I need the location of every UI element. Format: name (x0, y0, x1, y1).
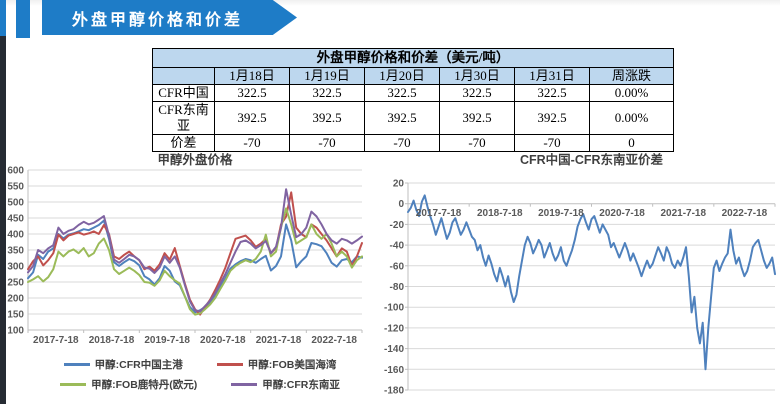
legend-item: 甲醇:CFR中国主港 (63, 357, 183, 372)
y-tick-label: -180 (384, 386, 404, 397)
table-header-row: 1月18日 1月19日 1月20日 1月30日 1月31日 周涨跌 (152, 67, 674, 85)
top-fade-divider (0, 0, 780, 6)
row-label: 价差 (152, 134, 215, 152)
x-tick-label: 2022-7-18 (722, 208, 768, 219)
y-tick-label: 350 (7, 246, 24, 257)
x-tick-label: 2019-7-18 (144, 335, 190, 346)
y-tick-label: -160 (384, 365, 404, 376)
legend-label: 甲醇:FOB鹿特丹(欧元) (91, 379, 198, 391)
row-label: CFR东南亚 (152, 101, 215, 135)
methanol-foreign-price-chart: 600 550 500 450 400 350 300 250 200 150 100 2017-7-… (7, 152, 363, 346)
x-tick-label: 2018-7-18 (477, 208, 523, 219)
cell-value: -70 (439, 134, 515, 152)
chart-title: CFR中国-CFR东南亚价差 (520, 152, 663, 167)
cell-value: -70 (364, 134, 440, 152)
y-tick-label: 150 (7, 310, 24, 321)
header-cell-date: 1月31日 (514, 67, 590, 85)
y-tick-label: 600 (7, 166, 24, 177)
legend-label: 甲醇:FOB美国海湾 (247, 359, 337, 371)
table-row: 价差 -70 -70 -70 -70 -70 0 (152, 134, 674, 152)
header-cell-date: 1月30日 (439, 67, 515, 85)
header-accent-square (16, 0, 30, 38)
legend-item: 甲醇:FOB美国海湾 (216, 357, 337, 372)
cell-weekly-change: 0.00% (589, 84, 674, 102)
cell-value: 322.5 (364, 84, 440, 102)
x-tick-label: 2017-7-18 (33, 335, 79, 346)
edge-strip-blue-cap (0, 0, 6, 36)
x-tick-label: 2018-7-18 (89, 335, 135, 346)
y-tick-label: 450 (7, 214, 24, 225)
cell-value: -70 (289, 134, 365, 152)
cell-weekly-change: 0.00% (589, 101, 674, 135)
y-tick-label: -60 (390, 261, 405, 272)
x-tick-label: 2020-7-18 (200, 335, 246, 346)
cell-value: -70 (214, 134, 290, 152)
series-line-2 (27, 207, 363, 316)
cell-value: 392.5 (439, 101, 515, 135)
cell-value: 392.5 (289, 101, 365, 135)
legend-row: 甲醇:FOB鹿特丹(欧元) 甲醇:CFR东南亚 (60, 377, 340, 392)
legend-label: 甲醇:CFR东南亚 (262, 379, 340, 391)
x-tick-label: 2021-7-18 (660, 208, 706, 219)
legend-line-marker (231, 383, 258, 386)
header-cell-blank (152, 67, 215, 85)
cell-value: 322.5 (214, 84, 290, 102)
legend-line-marker (63, 363, 90, 366)
y-tick-label: 0 (398, 199, 404, 210)
y-tick-label: -80 (390, 282, 405, 293)
y-tick-label: 200 (7, 294, 24, 305)
x-tick-label: 2021-7-18 (256, 335, 302, 346)
legend-item: 甲醇:CFR东南亚 (231, 377, 340, 392)
cell-value: 322.5 (289, 84, 365, 102)
y-tick-label: -40 (390, 241, 405, 252)
legend-line-marker (60, 383, 87, 386)
y-tick-label: 500 (7, 198, 24, 209)
y-tick-label: 250 (7, 278, 24, 289)
series-line-3 (27, 188, 363, 313)
y-tick-label: 100 (7, 326, 24, 337)
cell-value: 322.5 (439, 84, 515, 102)
table-row: CFR中国 322.5 322.5 322.5 322.5 322.5 0.00… (152, 84, 674, 102)
y-tick-label: -120 (384, 323, 404, 334)
chart-title: 甲醇外盘价格 (157, 152, 233, 167)
cell-value: -70 (514, 134, 590, 152)
cell-weekly-change: 0 (589, 134, 674, 152)
y-tick-label: -20 (390, 220, 405, 231)
y-tick-label: 300 (7, 262, 24, 273)
x-tick-label: 2017-7-18 (416, 208, 462, 219)
legend-item: 甲醇:FOB鹿特丹(欧元) (60, 377, 197, 392)
legend-label: 甲醇:CFR中国主港 (94, 359, 183, 371)
y-tick-label: 400 (7, 230, 24, 241)
y-tick-label: -100 (384, 303, 404, 314)
header-cell-date: 1月18日 (214, 67, 290, 85)
header-cell-date: 1月19日 (289, 67, 365, 85)
price-table: 外盘甲醇价格和价差（美元/吨） 1月18日 1月19日 1月20日 1月30日 … (152, 48, 674, 152)
y-tick-label: 20 (393, 179, 405, 190)
table-row: CFR东南亚 392.5 392.5 392.5 392.5 392.5 0.0… (152, 101, 674, 135)
x-tick-label: 2019-7-18 (538, 208, 584, 219)
cell-value: 392.5 (364, 101, 440, 135)
cell-value: 322.5 (514, 84, 590, 102)
y-tick-label: -140 (384, 344, 404, 355)
cell-value: 392.5 (214, 101, 290, 135)
header-cell-weekly-change: 周涨跌 (589, 67, 674, 85)
chart-legend: 甲醇:CFR中国主港 甲醇:FOB美国海湾 甲醇:FOB鹿特丹(欧元) 甲醇:C… (30, 357, 370, 392)
series-line-0 (407, 194, 776, 371)
section-banner: 外盘甲醇价格和价差 (42, 0, 297, 35)
x-tick-label: 2022-7-18 (311, 335, 357, 346)
table-title: 外盘甲醇价格和价差（美元/吨） (152, 48, 674, 68)
legend-row: 甲醇:CFR中国主港 甲醇:FOB美国海湾 (63, 357, 337, 372)
header-cell-date: 1月20日 (364, 67, 440, 85)
section-title: 外盘甲醇价格和价差 (71, 11, 243, 29)
y-tick-label: 550 (7, 182, 24, 193)
legend-line-marker (216, 363, 243, 366)
x-tick-label: 2020-7-18 (599, 208, 645, 219)
cell-value: 392.5 (514, 101, 590, 135)
table-title-row: 外盘甲醇价格和价差（美元/吨） (152, 48, 674, 68)
row-label: CFR中国 (152, 84, 215, 102)
series-line-0 (27, 219, 363, 314)
left-edge-strip (0, 0, 6, 404)
cfr-spread-chart: 20 0 -20 -40 -60 -80 -100 -120 -140 -160 -180 2017-… (384, 152, 776, 397)
